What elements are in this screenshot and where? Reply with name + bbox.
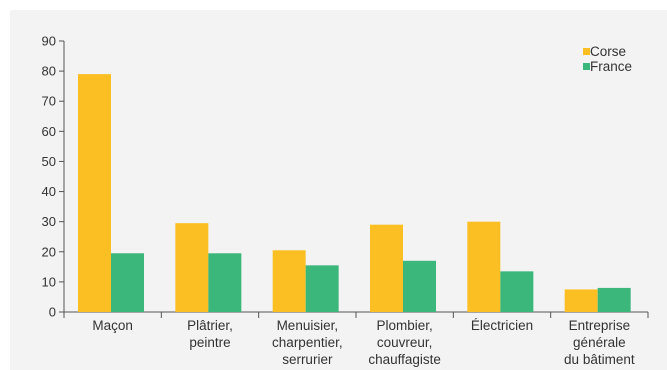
- y-tick-label: 10: [42, 274, 56, 289]
- x-category-label: Électricien: [471, 318, 533, 333]
- legend-label-france: France: [590, 59, 632, 74]
- x-category-label: Menuisier, charpentier, serrurier: [272, 318, 343, 367]
- x-category-label-line: Plâtrier,: [187, 318, 233, 333]
- y-tick-label: 30: [42, 214, 56, 229]
- x-category-label-line: Électricien: [471, 318, 533, 333]
- legend-label-corse: Corse: [590, 44, 626, 59]
- x-category-label-line: serrurier: [282, 352, 333, 367]
- bar-corse: [78, 74, 111, 312]
- x-category-label: Entreprise générale du bâtiment: [564, 318, 635, 367]
- bar-corse: [467, 221, 501, 312]
- x-category-label: Maçon: [92, 318, 133, 333]
- x-category-label-line: chauffagiste: [368, 352, 441, 367]
- x-category-label-line: du bâtiment: [564, 352, 635, 367]
- bar-corse: [272, 250, 306, 312]
- x-category-label-line: charpentier,: [272, 335, 343, 350]
- x-category-label-line: Entreprise: [569, 318, 631, 333]
- x-category-label-line: Plombier,: [377, 318, 433, 333]
- bar-corse: [564, 289, 598, 312]
- bar-france: [111, 253, 144, 312]
- legend-swatch-france: [583, 63, 590, 70]
- x-category-label: Plâtrier, peintre: [187, 318, 233, 350]
- x-category-label: Plombier, couvreur, chauffagiste: [368, 318, 441, 367]
- y-tick-label: 70: [42, 94, 56, 109]
- bar-corse: [370, 224, 403, 312]
- y-tick-label: 0: [49, 305, 56, 320]
- y-tick-label: 90: [42, 34, 56, 49]
- x-category-label-line: peintre: [189, 335, 230, 350]
- y-tick-label: 50: [42, 154, 56, 169]
- bar-corse: [175, 223, 209, 312]
- x-category-label-line: générale: [573, 335, 626, 350]
- bar-france: [597, 287, 631, 312]
- y-tick-label: 60: [42, 124, 56, 139]
- y-tick-label: 40: [42, 184, 56, 199]
- y-tick-label: 80: [42, 64, 56, 79]
- bar-france: [208, 253, 242, 312]
- x-category-label-line: couvreur,: [377, 335, 433, 350]
- bar-france: [403, 260, 436, 312]
- x-category-label-line: Maçon: [92, 318, 133, 333]
- bar-france: [500, 271, 534, 312]
- legend-swatch-corse: [583, 48, 590, 55]
- bar-france: [305, 265, 339, 312]
- y-tick-label: 20: [42, 244, 56, 259]
- x-category-label-line: Menuisier,: [277, 318, 339, 333]
